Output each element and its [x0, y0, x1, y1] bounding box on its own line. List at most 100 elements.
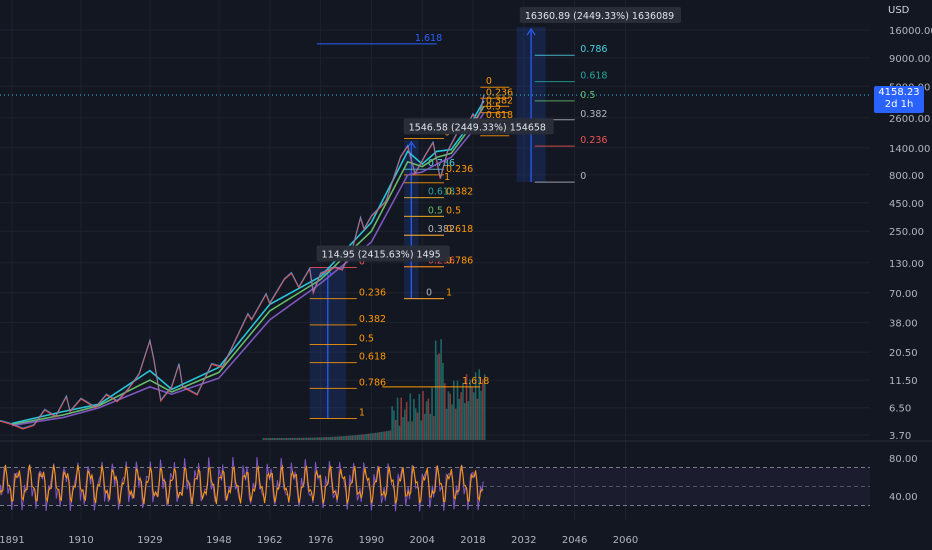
- price-tick-label: 250.00: [889, 227, 924, 238]
- volume-bar: [394, 419, 397, 440]
- volume-bar: [266, 437, 268, 440]
- volume-bar: [393, 410, 395, 440]
- volume-bar: [371, 433, 373, 440]
- fib-label: 0: [580, 171, 586, 182]
- time-tick-label: 2018: [460, 535, 485, 546]
- volume-bar: [434, 340, 437, 440]
- volume-bar: [296, 437, 299, 440]
- fib-label: 0.618: [580, 71, 607, 82]
- volume-bar: [367, 433, 370, 440]
- fib-label: 0.382: [428, 224, 455, 235]
- fib-label: 0: [426, 288, 432, 299]
- volume-bar: [416, 412, 419, 440]
- volume-bar: [335, 436, 337, 440]
- volume-bar: [302, 437, 304, 440]
- volume-bar: [318, 437, 321, 440]
- volume-bar: [411, 421, 413, 440]
- volume-bar: [340, 436, 343, 440]
- time-tick-label: 1962: [257, 535, 282, 546]
- time-tick-label: 1929: [137, 535, 162, 546]
- measure-label-bg: [316, 245, 450, 262]
- price-tick-label: 9000.00: [889, 54, 930, 65]
- volume-bar: [458, 398, 461, 440]
- volume-bar: [355, 435, 357, 440]
- volume-bar: [478, 369, 481, 440]
- volume-bar: [443, 383, 446, 440]
- volume-bar: [442, 362, 444, 440]
- fib-label: 1: [359, 408, 365, 419]
- volume-bar: [471, 387, 473, 440]
- measure-arrow-head: [406, 140, 416, 149]
- oscillator-signal-line: [0, 464, 484, 505]
- osc-tick-label: 80.00: [889, 454, 918, 465]
- volume-bar: [438, 353, 441, 440]
- volume-bar: [329, 436, 332, 440]
- volume-bar: [291, 437, 294, 440]
- time-tick-label: 1990: [359, 535, 384, 546]
- measure-label-bg: [519, 7, 682, 24]
- volume-bar: [396, 397, 399, 440]
- volume-bar: [391, 406, 393, 440]
- volume-bar: [425, 401, 428, 440]
- time-tick-label: 1891: [0, 535, 25, 546]
- volume-bar: [400, 397, 403, 440]
- fib-label: 0.236: [580, 135, 607, 146]
- volume-bar: [275, 437, 277, 440]
- volume-bar: [462, 382, 464, 440]
- volume-bar: [282, 437, 285, 440]
- price-tick-label: 2600.00: [889, 114, 930, 125]
- fib-label: 0.236: [486, 87, 513, 98]
- fib-label: 0.382: [446, 187, 473, 198]
- fib-label: 0.5: [359, 334, 374, 345]
- volume-bar: [422, 391, 424, 440]
- volume-bar: [385, 431, 388, 440]
- time-axis: 1891 1910 1929 1948 1962 1976 1990 2004 2018 2032…: [0, 535, 638, 546]
- volume-bar: [325, 437, 328, 440]
- price-tick-label: 11.50: [889, 376, 918, 387]
- fib-label: 0.382: [486, 95, 513, 106]
- price-tick-label: 20.50: [889, 348, 918, 359]
- fib-label: 0.236: [359, 288, 386, 299]
- volume-bar: [269, 437, 272, 440]
- price-tick-label: 130.00: [889, 259, 924, 270]
- fib-label: 0.5: [486, 102, 501, 113]
- fib-label: 0.786: [446, 256, 473, 267]
- volume-bar: [440, 339, 442, 440]
- fib-label: 0.382: [359, 314, 386, 325]
- fib-label: 0.618: [359, 352, 386, 363]
- volume-bar: [338, 436, 341, 440]
- volume-bar: [402, 417, 404, 440]
- volume-bar: [267, 437, 270, 440]
- volume-bar: [344, 435, 346, 440]
- fib-label: 1: [446, 288, 452, 299]
- volume-bar: [309, 437, 312, 440]
- volume-bar: [463, 403, 466, 440]
- time-tick-label: 2032: [511, 535, 536, 546]
- volume-bar: [375, 432, 377, 440]
- volume-bar: [483, 374, 486, 440]
- volume-bar: [407, 421, 410, 440]
- volume-bar: [287, 437, 290, 440]
- fib-levels: 00.2360.3820.50.6180.7861010.2360.7860.3…: [309, 33, 607, 420]
- measure-label: 1546.58 (2449.33%) 154658: [409, 122, 546, 133]
- volume-bar: [351, 435, 354, 440]
- volume-bar: [453, 380, 455, 440]
- volume-bar: [271, 437, 274, 440]
- volume-bar: [360, 434, 363, 440]
- volume-bar: [311, 437, 314, 440]
- price-series: [0, 94, 485, 430]
- volume-bar: [284, 437, 286, 440]
- timeframe-label: 2d 1h: [884, 99, 914, 110]
- volume-bar: [324, 437, 326, 440]
- volume-bar: [378, 432, 381, 440]
- volume-bar: [336, 436, 339, 440]
- volume-bar: [345, 435, 348, 440]
- last-price-badge: 4158.23 2d 1h: [874, 86, 924, 113]
- fib-label: 0.5: [580, 90, 595, 101]
- fib-label: 0.786: [428, 158, 455, 169]
- volume-bar: [376, 432, 379, 440]
- price-tick-label: 16000.00: [889, 26, 932, 37]
- volume-bar: [465, 374, 468, 440]
- time-tick-label: 2060: [613, 535, 638, 546]
